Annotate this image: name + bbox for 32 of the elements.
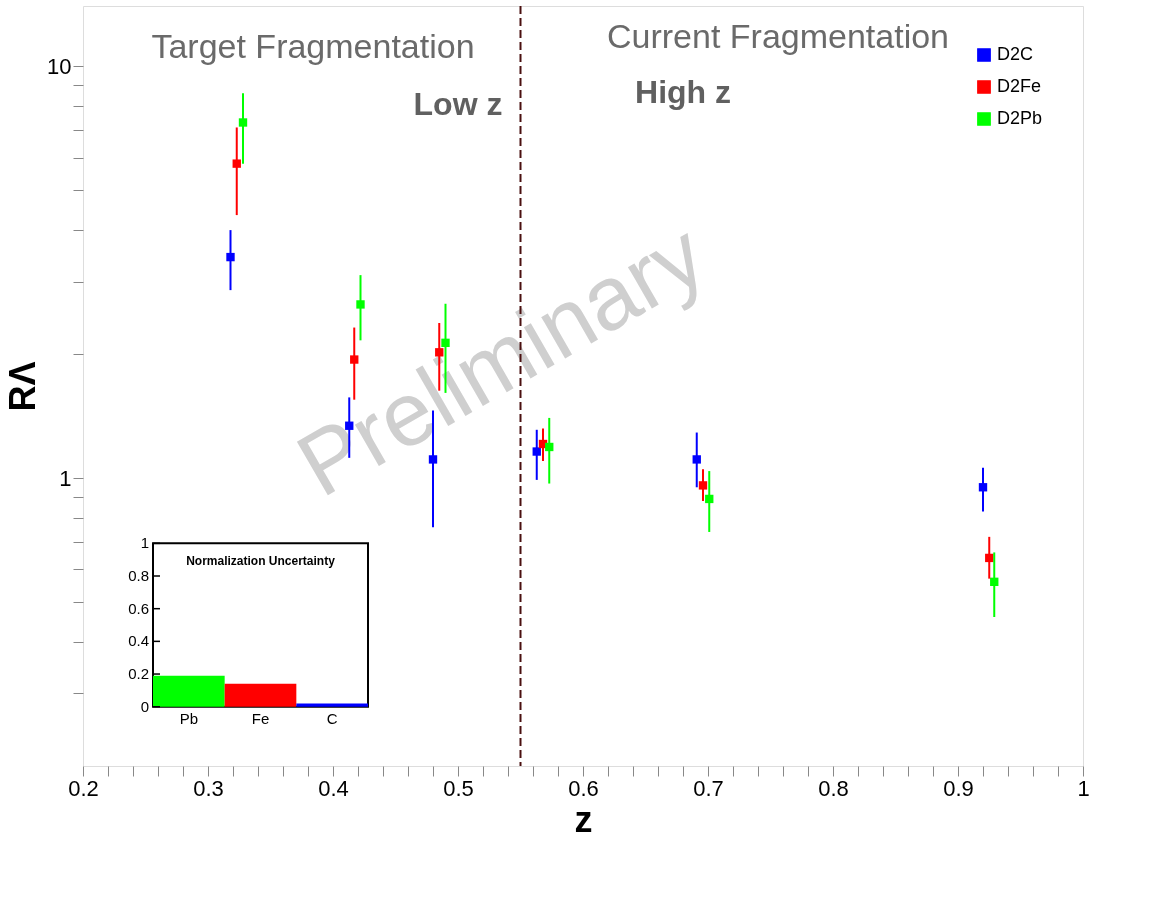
x-tick-label: 0.8 [818, 775, 849, 801]
bar [224, 683, 297, 707]
x-tick-label: 0.3 [193, 775, 224, 801]
bar [296, 703, 368, 707]
y-tick-label: 0.4 [128, 632, 149, 650]
annotation: Target Fragmentation [151, 26, 475, 65]
bar [153, 675, 225, 707]
y-axis-title: RΛ [2, 361, 44, 412]
text: Normalization Uncertainty [186, 554, 336, 569]
legend-label: D2Fe [997, 76, 1042, 96]
x-tick-label: C [326, 709, 338, 727]
x-tick-label: Pb [179, 709, 199, 727]
y-tick-label: 0.6 [128, 599, 149, 617]
x-tick-label: 0.9 [943, 775, 974, 801]
x-tick-label: 0.7 [693, 775, 724, 801]
x-tick-label: 0.2 [68, 775, 99, 801]
annotation: Current Fragmentation [606, 16, 950, 55]
x-tick-label: 0.5 [443, 775, 474, 801]
x-tick-label: 1 [1077, 775, 1090, 801]
x-tick-label: Fe [251, 709, 270, 727]
x-tick-label: 0.4 [318, 775, 349, 801]
y-tick-label: 0.2 [128, 665, 149, 683]
x-tick-label: 0.6 [568, 775, 599, 801]
y-tick-label: 0 [140, 697, 149, 715]
legend-label: D2Pb [997, 108, 1043, 128]
x-axis-title: z [574, 798, 593, 840]
annotation: High z [635, 74, 731, 111]
y-tick-label: 1 [140, 534, 149, 552]
annotation: Low z [413, 85, 503, 122]
legend-label: D2C [997, 44, 1034, 64]
y-tick-label: 0.8 [128, 567, 149, 584]
y-tick-label: 10 [47, 53, 72, 79]
